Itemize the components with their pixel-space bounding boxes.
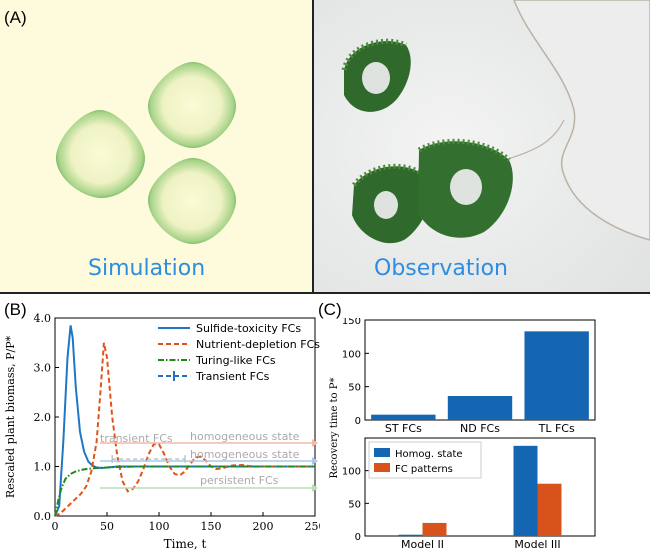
c-top-category-label: TL FCs	[538, 422, 575, 435]
x-tick-label: 0	[52, 520, 59, 533]
x-tick-label: 150	[201, 520, 222, 533]
c-bot-category-label: Model III	[514, 538, 560, 551]
legend-swatch	[374, 463, 390, 472]
legend-label: Sulfide-toxicity FCs	[196, 322, 301, 335]
panel-label-a: (A)	[4, 8, 27, 27]
x-tick-label: 250	[305, 520, 321, 533]
y-tick-label: 1.0	[34, 461, 52, 474]
c-bot-category-label: Model II	[401, 538, 444, 551]
observation-panel: Observation	[314, 0, 650, 294]
c-y-axis-label: Recovery time to P*	[329, 378, 340, 479]
series-line-0	[54, 325, 315, 517]
legend-swatch	[374, 448, 390, 457]
y-tick-label: 3.0	[34, 362, 52, 375]
legend-item: Nutrient-depletion FCs	[158, 338, 320, 351]
c-bot-y-tick-label: 50	[348, 499, 361, 510]
panel-label-b: (B)	[4, 300, 27, 319]
fairy-circle-left	[56, 110, 145, 198]
bar	[447, 396, 513, 420]
annotation-homog-mid: homogeneous state	[190, 448, 300, 461]
c-legend: Homog. state FC patterns	[368, 441, 482, 479]
c-bot-y-tick-label: 0	[355, 532, 361, 543]
legend-item: Turing-like FCs	[158, 354, 276, 367]
observation-caption: Observation	[374, 256, 508, 281]
bar	[371, 414, 436, 420]
bar	[537, 483, 562, 536]
simulation-panel: (A) Simulation	[0, 0, 314, 294]
simulation-caption: Simulation	[88, 256, 206, 281]
legend-label: Nutrient-depletion FCs	[196, 338, 320, 351]
x-tick-label: 50	[100, 520, 114, 533]
c-top-y-tick-label: 50	[348, 383, 361, 394]
biomass-chart: 0 50 100 150 200 250 0.0 1.0 2.0 3.0 4.0 transient…	[4, 312, 321, 551]
grass-ring-top	[341, 38, 411, 112]
c-top-y-tick-label: 0	[355, 416, 361, 427]
c-top-category-label: ND FCs	[460, 422, 500, 435]
y-axis-label: Rescaled plant biomass, P/P*	[4, 335, 17, 498]
legend-label: Homog. state	[395, 449, 463, 460]
grass-ring-bottom-left	[352, 163, 430, 244]
c-top-y-tick-label: 100	[342, 349, 361, 360]
bar	[422, 522, 447, 536]
y-tick-label: 0.0	[34, 510, 52, 523]
annotation-persistent: persistent FCs	[200, 474, 279, 487]
bar	[398, 534, 423, 536]
grass-ring-bottom-right	[417, 138, 513, 238]
simulation-image	[56, 62, 236, 244]
bar	[513, 445, 538, 536]
annotation-arrows	[100, 439, 318, 492]
series-line-1	[54, 342, 315, 517]
legend-item: Sulfide-toxicity FCs	[158, 322, 301, 335]
series-line-2	[54, 465, 315, 517]
x-axis-label: Time, t	[164, 537, 207, 551]
observation-photo	[314, 0, 650, 292]
panel-label-c: (C)	[318, 300, 342, 319]
c-bot-y-tick-label: 100	[342, 467, 361, 478]
recovery-time-charts: 0 50 100 150 ST FCs ND FCs TL FCs 0 50 100 Model …	[329, 318, 596, 551]
annotation-transient: transient FCs	[100, 432, 173, 445]
fairy-circle-bottom	[148, 158, 236, 244]
c-top-y-tick-label: 150	[342, 318, 361, 327]
bar	[524, 331, 589, 420]
y-tick-label: 2.0	[34, 411, 52, 424]
legend-item: Transient FCs	[158, 370, 270, 383]
legend-label: Transient FCs	[195, 370, 270, 383]
annotation-homog-top: homogeneous state	[190, 430, 300, 443]
x-tick-label: 100	[149, 520, 170, 533]
legend-label: Turing-like FCs	[195, 354, 276, 367]
x-tick-label: 200	[253, 520, 274, 533]
fairy-circle-top	[148, 62, 236, 148]
legend: Sulfide-toxicity FCs Nutrient-depletion F…	[158, 322, 320, 383]
c-top-category-label: ST FCs	[385, 422, 422, 435]
legend-label: FC patterns	[395, 464, 453, 475]
y-tick-label: 4.0	[34, 312, 52, 325]
